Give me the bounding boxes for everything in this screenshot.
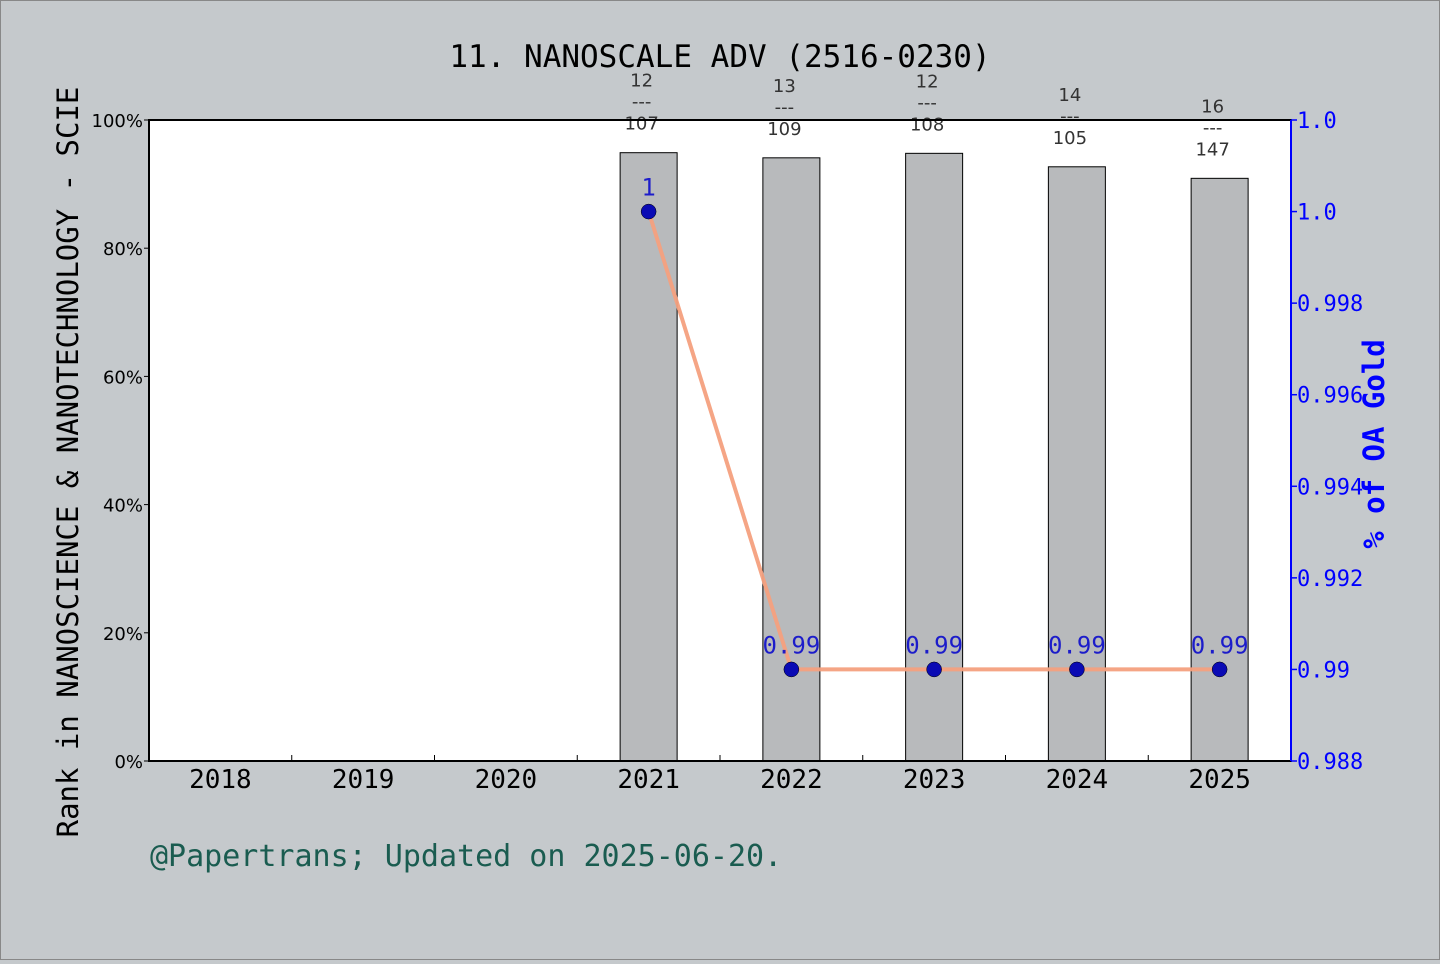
- y-axis-right: 0.988 0.99 0.992 0.994 0.996 0.998 1.0 1.0: [1290, 109, 1363, 775]
- x-tick-label-2022: 2022: [760, 765, 823, 795]
- x-tick-label-2020: 2020: [475, 765, 538, 795]
- oa-gold-value-label-2025: 0.99: [1191, 631, 1249, 659]
- bar-2021: [619, 152, 678, 762]
- y-tick-label: 40%: [103, 496, 143, 517]
- rank-label-2021: 12: [630, 71, 653, 92]
- rank-separator-2023: ---: [917, 92, 937, 113]
- x-tick-label-2021: 2021: [617, 765, 680, 795]
- y-axis-title: Rank in NANOSCIENCE & NANOTECHNOLOGY - S…: [51, 87, 85, 838]
- rank-separator-2021: ---: [632, 92, 652, 113]
- x-tick-label-2018: 2018: [189, 765, 252, 795]
- y2-tick-label: 0.998: [1297, 292, 1363, 317]
- rank-separator-2024: ---: [1060, 106, 1080, 127]
- y-axis-left: 0% 20% 40% 60% 80% 100%: [92, 111, 149, 773]
- rank-separator-2025: ---: [1203, 117, 1223, 138]
- rank-separator-2022: ---: [775, 97, 795, 118]
- rank-total-2023: 108: [910, 114, 944, 135]
- bar-2023: [905, 152, 964, 762]
- oa-gold-point-2022: [783, 661, 800, 678]
- y-tick-label: 20%: [103, 624, 143, 645]
- x-tick-label-2023: 2023: [903, 765, 966, 795]
- y2-tick-label: 0.988: [1297, 750, 1363, 775]
- rank-label-2022: 13: [773, 76, 796, 97]
- x-tick-label-2025: 2025: [1188, 765, 1251, 795]
- y2-tick-label: 0.99: [1297, 658, 1350, 683]
- rank-label-2024: 14: [1058, 85, 1081, 106]
- bar-2022: [762, 157, 821, 762]
- y2-axis-title: % of OA Gold: [1357, 339, 1391, 549]
- line-layer: 1 0.99 0.99 0.99 0.99: [640, 174, 1249, 678]
- y-tick-label: 0%: [114, 752, 143, 773]
- y-tick-label: 80%: [103, 239, 143, 260]
- x-axis: 2018 2019 2020 2021 2022 2023 2024 2025: [189, 755, 1251, 795]
- bars-layer: [619, 152, 1249, 762]
- y2-tick-label: 1.0: [1297, 201, 1337, 226]
- rank-total-2021: 107: [624, 114, 658, 135]
- rank-total-2022: 109: [767, 119, 801, 140]
- chart-title: 11. NANOSCALE ADV (2516-0230): [449, 39, 990, 75]
- oa-gold-value-label-2021: 1: [641, 174, 655, 202]
- footer-credit: @Papertrans; Updated on 2025-06-20.: [150, 839, 782, 874]
- y2-tick-label: 0.996: [1297, 384, 1363, 409]
- y-tick-label: 60%: [103, 367, 143, 388]
- oa-gold-point-2025: [1211, 661, 1228, 678]
- oa-gold-value-label-2024: 0.99: [1048, 631, 1106, 659]
- y2-tick-label: 0.994: [1297, 475, 1363, 500]
- oa-gold-value-label-2023: 0.99: [905, 631, 963, 659]
- rank-total-2025: 147: [1195, 139, 1229, 160]
- oa-gold-point-2024: [1069, 661, 1085, 678]
- oa-gold-point-2023: [926, 661, 942, 678]
- rank-label-2025: 16: [1201, 96, 1224, 117]
- oa-gold-point-2021: [640, 203, 657, 220]
- oa-gold-value-label-2022: 0.99: [762, 631, 820, 659]
- rank-total-2024: 105: [1053, 128, 1087, 149]
- x-tick-label-2024: 2024: [1046, 765, 1109, 795]
- y2-tick-label: 0.992: [1297, 567, 1363, 592]
- x-tick-label-2019: 2019: [332, 765, 395, 795]
- y2-tick-label: 1.0: [1297, 109, 1337, 134]
- y-tick-label: 100%: [92, 111, 143, 132]
- rank-label-2023: 12: [916, 71, 939, 92]
